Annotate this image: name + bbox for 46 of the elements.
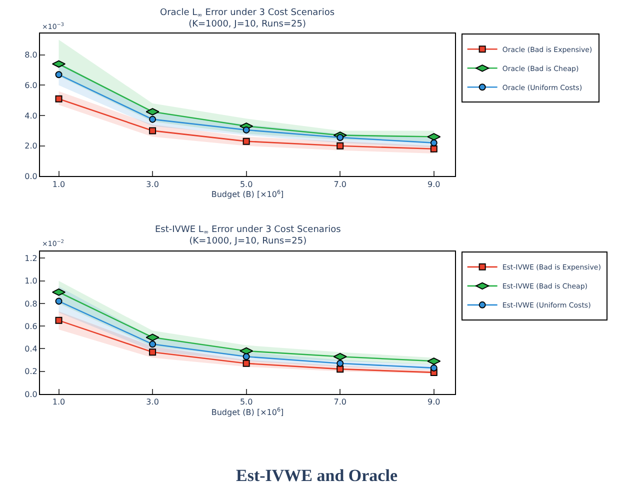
point — [430, 364, 438, 372]
y-tick-label: 1.0 — [24, 276, 38, 286]
x-axis-title: Budget (B) [×10$^{6}$] — [211, 406, 284, 417]
y-tick-label: 0.0 — [24, 172, 38, 181]
point — [55, 316, 62, 324]
point — [149, 116, 156, 123]
point — [430, 139, 438, 146]
x-tick-label: 9.0 — [428, 398, 440, 407]
point — [242, 360, 250, 367]
x-tick-label: 3.0 — [146, 398, 159, 407]
y-tick-label: 0.4 — [24, 344, 38, 354]
point — [55, 71, 62, 78]
y-tick-label: 0.8 — [24, 299, 38, 308]
point — [336, 360, 344, 367]
y-tick-label: 6.0 — [24, 81, 38, 90]
x-tick-label: 1.0 — [52, 398, 66, 407]
point — [242, 126, 250, 134]
point — [149, 127, 156, 134]
point — [149, 340, 156, 348]
point — [55, 298, 62, 305]
y-tick-label: 0.6 — [24, 322, 38, 331]
y-tick-label: 8.0 — [24, 50, 38, 60]
x-tick-label: 5.0 — [240, 180, 253, 189]
point — [336, 366, 344, 373]
y-tick-label: 2.0 — [24, 142, 38, 151]
y-tick-label: 1.2 — [24, 254, 38, 264]
y-tick-label: 4.0 — [24, 111, 38, 120]
x-tick-label: 9.0 — [428, 180, 440, 189]
chart-title: Est-IVWE L$_{∞}$ Error under 3 Cost Scenarios (K=1000, J=10, Runs=25) — [155, 225, 342, 247]
point — [55, 95, 62, 102]
point — [242, 353, 250, 360]
x-tick-label: 7.0 — [334, 180, 346, 189]
x-tick-label: 5.0 — [240, 398, 253, 407]
x-tick-label: 3.0 — [146, 180, 159, 189]
point — [242, 138, 250, 145]
point — [430, 145, 438, 152]
point — [336, 142, 344, 150]
chart-title: Oracle L$_{∞}$ Error under 3 Cost Scenarios (K=1000, J=10, Runs=25) — [160, 8, 335, 30]
x-axis-title: Budget (B) [×10$^{6}$] — [211, 188, 284, 200]
text: Est-IVWE and Oracle — [236, 466, 398, 485]
point — [336, 134, 344, 142]
y-tick-label: 0.0 — [24, 390, 38, 399]
y-tick-label: 0.2 — [24, 367, 38, 376]
x-tick-label: 7.0 — [334, 398, 346, 407]
x-tick-label: 1.0 — [52, 180, 66, 189]
point — [149, 348, 156, 356]
